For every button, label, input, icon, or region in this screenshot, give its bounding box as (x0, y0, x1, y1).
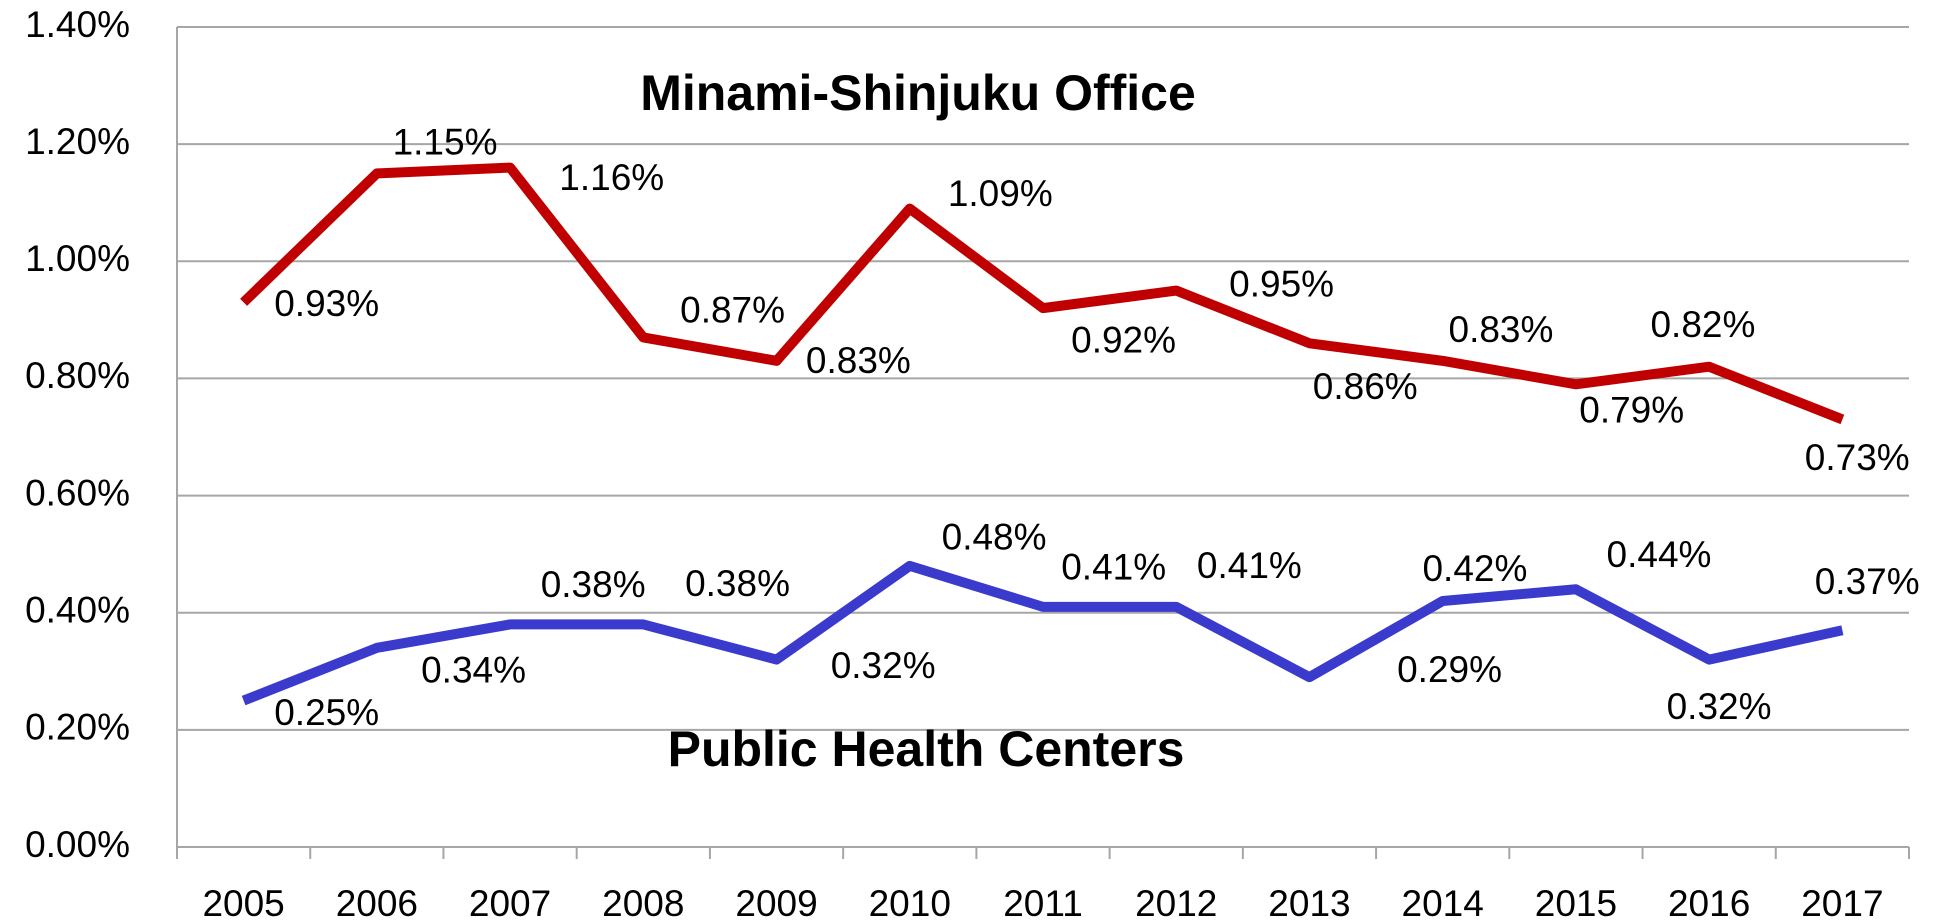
x-tick-label: 2011 (1003, 883, 1083, 924)
data-label: 0.92% (1071, 320, 1176, 361)
x-tick-label: 2017 (1801, 883, 1883, 924)
data-label: 0.93% (274, 283, 379, 324)
data-label: 0.34% (421, 649, 526, 690)
x-tick-label: 2014 (1402, 883, 1484, 924)
x-tick-label: 2013 (1268, 883, 1350, 924)
data-label: 0.95% (1229, 264, 1334, 305)
data-label: 0.42% (1422, 548, 1527, 589)
x-tick-label: 2005 (202, 883, 284, 924)
data-label: 0.86% (1313, 366, 1418, 407)
data-label: 0.48% (942, 517, 1047, 558)
data-label: 0.32% (1667, 686, 1772, 727)
data-label: 1.09% (948, 173, 1053, 214)
y-tick-label: 0.20% (25, 707, 130, 748)
data-label: 0.29% (1397, 649, 1502, 690)
y-tick-label: 0.60% (25, 472, 130, 513)
data-label: 0.38% (541, 564, 646, 605)
x-tick-label: 2006 (336, 883, 418, 924)
y-tick-label: 1.20% (25, 121, 130, 162)
y-tick-label: 1.00% (25, 238, 130, 279)
data-label: 0.37% (1815, 561, 1920, 602)
series-annotation: Minami-Shinjuku Office (640, 65, 1196, 121)
y-tick-label: 0.80% (25, 355, 130, 396)
data-label: 0.41% (1061, 546, 1166, 587)
x-tick-label: 2016 (1668, 883, 1750, 924)
data-label: 0.44% (1607, 534, 1712, 575)
data-label: 0.83% (1449, 309, 1554, 350)
data-label: 0.79% (1579, 390, 1684, 431)
data-label: 0.38% (685, 563, 790, 604)
series-line (240, 162, 1845, 425)
x-tick-label: 2012 (1135, 883, 1217, 924)
x-tick-label: 2008 (602, 883, 684, 924)
series-line (241, 560, 1844, 706)
data-label: 0.82% (1650, 304, 1755, 345)
data-label: 0.83% (806, 340, 911, 381)
data-label: 0.25% (274, 692, 379, 733)
data-label: 1.15% (393, 122, 498, 163)
y-tick-label: 0.40% (25, 589, 130, 630)
x-tick-label: 2010 (869, 883, 951, 924)
y-tick-label: 0.00% (25, 824, 130, 865)
x-tick-label: 2015 (1535, 883, 1617, 924)
data-label: 0.73% (1805, 437, 1910, 478)
data-label: 0.41% (1197, 545, 1302, 586)
y-tick-label: 1.40% (25, 4, 130, 45)
x-tick-label: 2009 (735, 883, 817, 924)
data-label: 1.16% (559, 157, 664, 198)
series-annotation: Public Health Centers (668, 721, 1185, 777)
x-tick-label: 2007 (469, 883, 551, 924)
data-label: 0.32% (831, 645, 936, 686)
data-label: 0.87% (680, 289, 785, 330)
